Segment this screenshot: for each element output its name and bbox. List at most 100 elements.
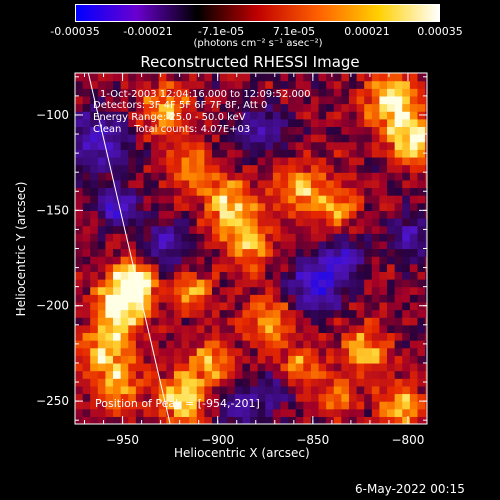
heatmap-cell [173,103,183,112]
heatmap-cell [219,256,228,265]
heatmap-cell [135,172,145,181]
heatmap-cell [113,301,122,311]
heatmap-cell [272,301,282,311]
heatmap-cell [295,416,304,424]
heatmap-cell [394,240,403,250]
heatmap-cell [120,172,129,181]
heatmap-cell [356,164,365,173]
heatmap-cell [196,103,205,112]
heatmap-cell [272,340,282,349]
heatmap-cell [151,179,160,189]
heatmap-cell [151,187,160,196]
heatmap-cell [356,393,365,402]
heatmap-cell [333,73,342,82]
heatmap-cell [105,286,114,295]
heatmap-cell [227,187,236,196]
heatmap-cell [272,332,282,341]
heatmap-cell [303,393,312,402]
heatmap-cell [402,385,411,395]
heatmap-cell [295,332,304,341]
heatmap-cell [196,164,205,173]
heatmap-cell [151,118,160,128]
heatmap-cell [196,172,205,181]
heatmap-cell [425,210,427,219]
heatmap-cell [280,141,289,150]
heatmap-cell [242,370,251,379]
heatmap-cell [181,332,190,341]
heatmap-cell [257,309,266,318]
heatmap-cell [333,286,342,295]
heatmap-cell [181,286,190,295]
heatmap-cell [409,393,419,402]
heatmap-cell [326,408,335,417]
heatmap-cell [394,248,403,257]
heatmap-cell [295,149,304,158]
heatmap-cell [257,370,266,379]
heatmap-cell [288,355,297,364]
heatmap-cell [288,80,297,89]
heatmap-cell [219,118,228,128]
heatmap-cell [257,248,266,257]
heatmap-cell [364,271,373,280]
heatmap-cell [204,141,213,150]
heatmap-cell [128,317,137,326]
heatmap-cell [257,217,266,227]
heatmap-cell [128,271,137,280]
heatmap-cell [326,103,335,112]
heatmap-cell [272,317,282,326]
heatmap-cell [303,301,312,311]
heatmap-cell [151,195,160,204]
heatmap-cell [120,164,129,173]
heatmap-cell [166,340,175,349]
heatmap-cell [364,95,373,105]
heatmap-cell [402,301,411,311]
heatmap-cell [295,256,304,265]
heatmap-cell [295,179,304,189]
heatmap-cell [105,103,114,112]
heatmap-cell [364,233,373,242]
heatmap-cell [387,103,396,112]
heatmap-cell [105,408,114,417]
heatmap-cell [82,80,91,89]
heatmap-cell [409,370,419,379]
heatmap-cell [234,141,244,150]
heatmap-cell [371,355,381,364]
heatmap-cell [234,256,244,265]
heatmap-cell [402,286,411,295]
heatmap-cell [227,248,236,257]
heatmap-cell [257,210,266,219]
heatmap-cell [128,248,137,257]
heatmap-cell [113,340,122,349]
heatmap-cell [242,362,251,372]
heatmap-cell [356,149,365,158]
heatmap-cell [288,248,297,257]
heatmap-cell [303,217,312,227]
heatmap-cell [105,187,114,196]
heatmap-cell [173,248,183,257]
heatmap-cell [211,279,221,288]
heatmap-cell [143,240,152,250]
heatmap-cell [402,111,411,120]
heatmap-cell [113,156,122,166]
heatmap-cell [120,317,129,326]
heatmap-cell [219,271,228,280]
heatmap-cell [234,210,244,219]
heatmap-cell [394,332,403,341]
heatmap-cell [371,118,381,128]
heatmap-cell [196,408,205,417]
heatmap-cell [196,111,205,120]
heatmap-cell [417,401,426,410]
heatmap-cell [158,408,167,417]
heatmap-cell [257,233,266,242]
heatmap-cell [341,248,350,257]
heatmap-cell [173,179,183,189]
heatmap-cell [257,355,266,364]
heatmap-cell [387,279,396,288]
heatmap-cell [379,256,388,265]
heatmap-cell [189,88,198,97]
heatmap-cell [303,195,312,204]
heatmap-cell [288,271,297,280]
heatmap-cell [310,202,320,211]
heatmap-cell [227,103,236,112]
